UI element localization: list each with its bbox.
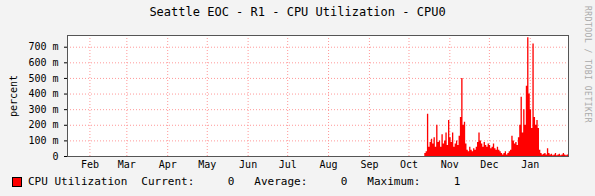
- html-text:CPU Utilization: CPU Utilization: [28, 175, 128, 188]
- svg-text:Jan: Jan: [521, 159, 539, 170]
- svg-text:Apr: Apr: [159, 159, 177, 170]
- svg-text:700 m: 700 m: [28, 41, 58, 52]
- svg-text:Mar: Mar: [118, 159, 136, 170]
- html-text:1: 1: [453, 175, 461, 188]
- svg-text:500 m: 500 m: [28, 73, 58, 84]
- svg-text:Feb: Feb: [81, 159, 99, 170]
- html-text:RRDTOOL / TOBI OETIKER: RRDTOOL / TOBI OETIKER: [583, 6, 592, 123]
- html-text:Maximum:: Maximum:: [367, 175, 421, 188]
- svg-text:Dec: Dec: [480, 159, 498, 170]
- svg-text:Aug: Aug: [320, 159, 338, 170]
- svg-text:percent: percent: [8, 75, 19, 117]
- svg-text:300 m: 300 m: [28, 104, 58, 115]
- svg-text:Jul: Jul: [279, 159, 297, 170]
- svg-text:May: May: [198, 159, 216, 170]
- svg-text:200 m: 200 m: [28, 119, 58, 130]
- svg-text:Oct: Oct: [400, 159, 418, 170]
- svg-text:100 m: 100 m: [28, 135, 58, 146]
- svg-text:Jun: Jun: [239, 159, 257, 170]
- html-text:Current:: Current:: [141, 175, 195, 188]
- svg-text:400 m: 400 m: [28, 88, 58, 99]
- svg-text:Sep: Sep: [360, 159, 378, 170]
- html-text:0: 0: [340, 175, 348, 188]
- html-text:Average:: Average:: [254, 175, 308, 188]
- svg-text:Nov: Nov: [441, 159, 459, 170]
- svg-text:600 m: 600 m: [28, 57, 58, 68]
- svg-text:0: 0: [52, 151, 58, 162]
- html-text:0: 0: [227, 175, 235, 188]
- html-text:Seattle EOC - R1 - CPU Utiliza: Seattle EOC - R1 - CPU Utilization - CPU…: [149, 5, 446, 19]
